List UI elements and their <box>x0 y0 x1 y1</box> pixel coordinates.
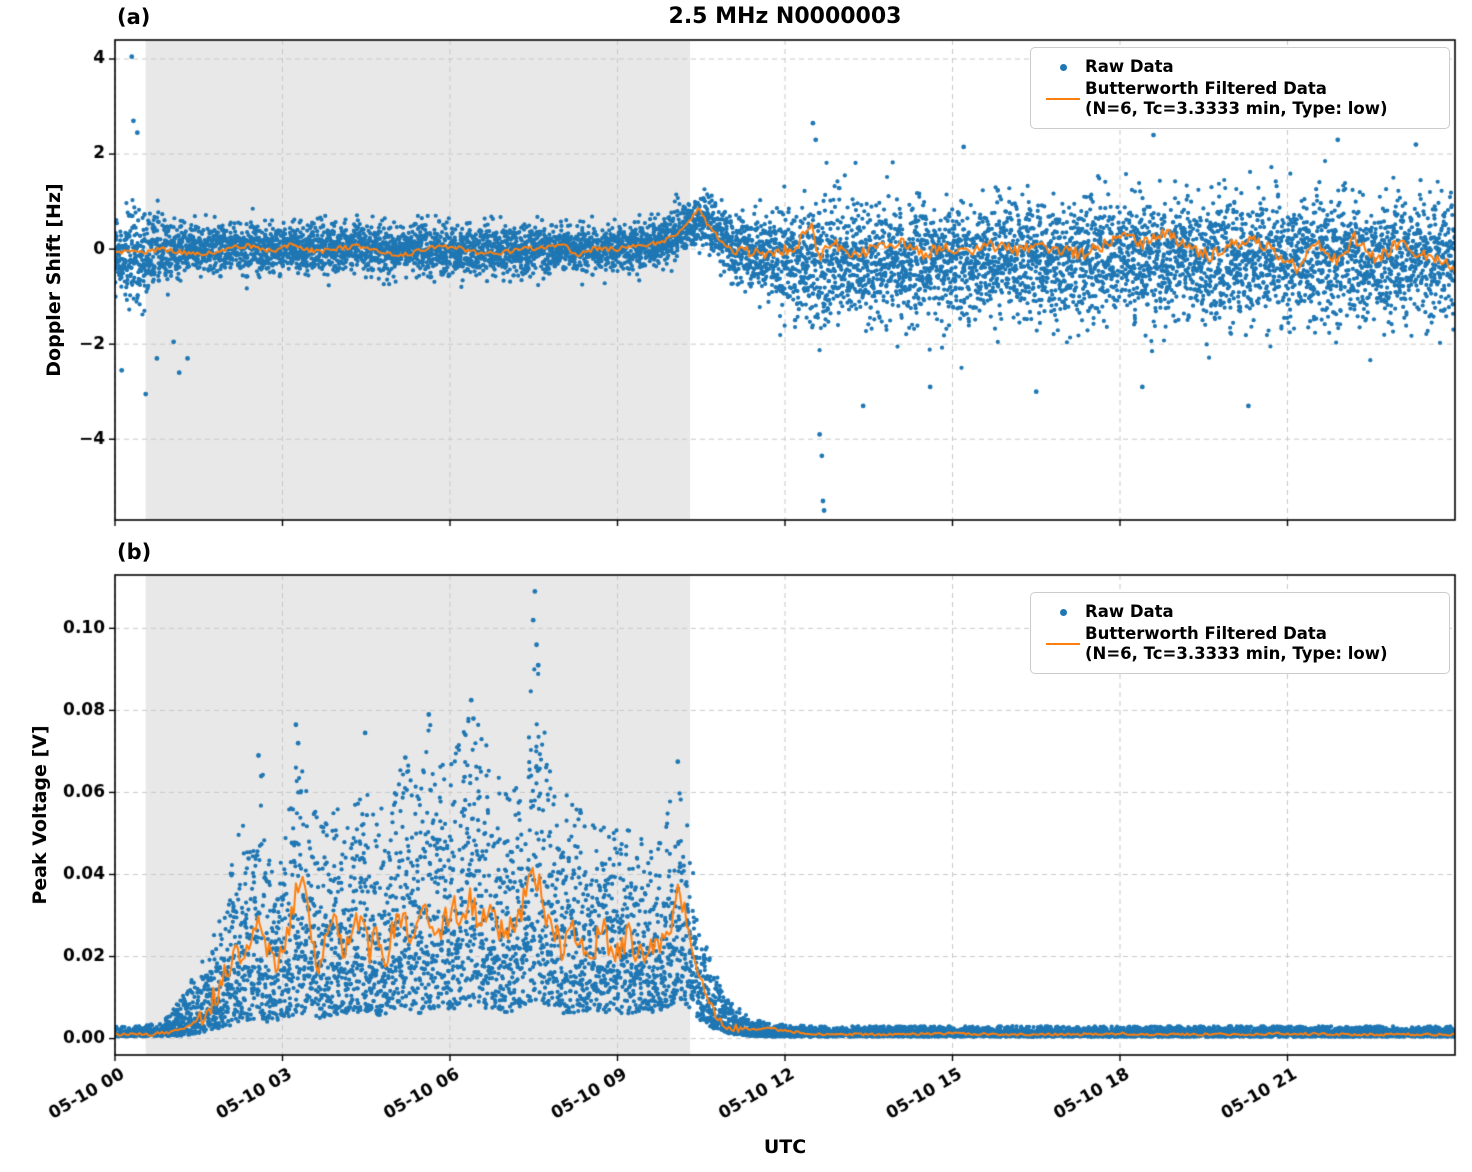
legend-filtered-sublabel: (N=6, Tc=3.3333 min, Type: low) <box>1085 99 1388 118</box>
panel-b-label: (b) <box>117 540 152 564</box>
legend-entry-filtered: Butterworth Filtered Data (N=6, Tc=3.333… <box>1041 624 1439 664</box>
legend-entry-filtered: Butterworth Filtered Data (N=6, Tc=3.333… <box>1041 79 1439 119</box>
filtered-line-icon <box>1041 98 1085 100</box>
legend-entry-raw: Raw Data <box>1041 602 1439 622</box>
legend-filtered-sublabel: (N=6, Tc=3.3333 min, Type: low) <box>1085 644 1388 663</box>
raw-data-marker-icon <box>1041 608 1085 616</box>
legend-filtered-label: Butterworth Filtered Data <box>1085 79 1327 98</box>
utc-axis-label: UTC <box>763 1136 807 1158</box>
panel-a-label: (a) <box>117 5 151 29</box>
filtered-line-icon <box>1041 643 1085 645</box>
legend-panel-b: Raw Data Butterworth Filtered Data (N=6,… <box>1030 592 1450 674</box>
legend-raw-label: Raw Data <box>1085 57 1174 76</box>
legend-filtered-label: Butterworth Filtered Data <box>1085 624 1327 643</box>
peak-voltage-axis-label: Peak Voltage [V] <box>29 725 51 905</box>
doppler-shift-axis-label: Doppler Shift [Hz] <box>43 183 65 377</box>
raw-data-marker-icon <box>1041 63 1085 71</box>
chart-title: 2.5 MHz N0000003 <box>668 4 902 29</box>
legend-panel-a: Raw Data Butterworth Filtered Data (N=6,… <box>1030 47 1450 129</box>
legend-raw-label: Raw Data <box>1085 602 1174 621</box>
legend-entry-raw: Raw Data <box>1041 57 1439 77</box>
